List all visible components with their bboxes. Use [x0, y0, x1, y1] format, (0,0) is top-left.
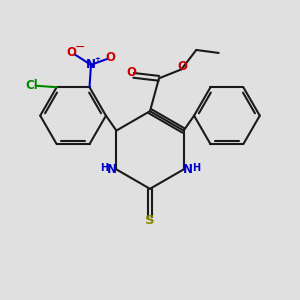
Text: N: N	[86, 58, 96, 71]
Text: O: O	[105, 51, 116, 64]
Text: −: −	[75, 41, 85, 54]
Text: H: H	[100, 163, 108, 173]
Text: N: N	[183, 163, 193, 176]
Text: Cl: Cl	[26, 79, 38, 92]
Text: O: O	[67, 46, 76, 59]
Text: O: O	[178, 60, 188, 73]
Text: N: N	[107, 163, 117, 176]
Text: O: O	[126, 67, 136, 80]
Text: +: +	[94, 56, 100, 62]
Text: H: H	[192, 163, 200, 173]
Text: S: S	[145, 214, 155, 227]
